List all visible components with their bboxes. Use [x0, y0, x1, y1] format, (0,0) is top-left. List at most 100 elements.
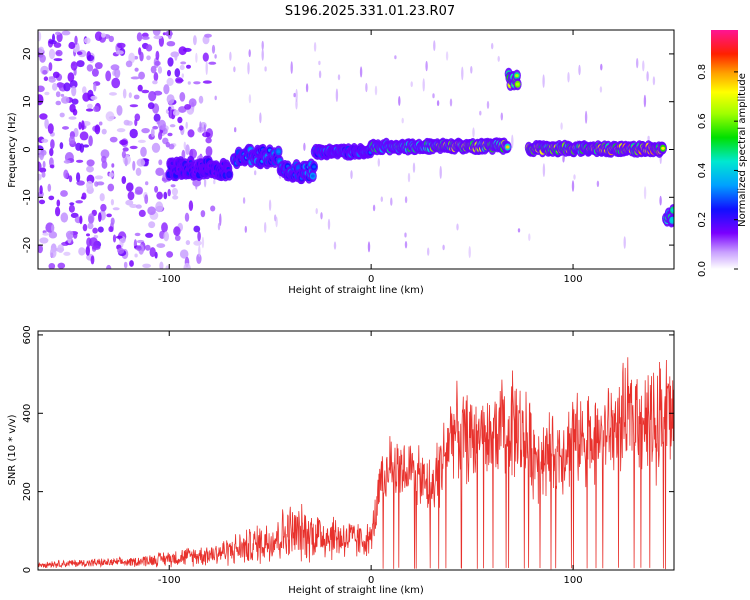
- x-tick-label: 0: [368, 575, 374, 586]
- spectrogram-cell: [94, 31, 103, 41]
- spectrogram-cell: [121, 176, 127, 184]
- spectrogram-cell: [133, 94, 140, 100]
- spectrogram-cell: [188, 200, 194, 211]
- spectrogram-cell: [184, 212, 190, 222]
- colorbar-tick-label: 0.2: [697, 212, 708, 228]
- spectrogram-cell: [367, 241, 371, 253]
- spectrogram-cell: [233, 66, 236, 73]
- spectrogram-cell: [163, 84, 170, 95]
- spectrogram-cell: [227, 173, 232, 177]
- y-tick-label: 400: [22, 404, 33, 423]
- spectrogram-cell: [177, 116, 183, 124]
- spectrogram-cell: [39, 113, 48, 120]
- spectrogram-cell: [407, 172, 411, 183]
- spectrogram-cell: [55, 100, 62, 106]
- spectrogram-cell: [82, 86, 87, 94]
- spectrogram-cell: [108, 35, 115, 43]
- spectrogram-cell: [136, 158, 146, 167]
- spectrogram-cell: [153, 72, 159, 82]
- spectrogram-cell: [62, 126, 69, 130]
- spectrogram-cell: [125, 60, 133, 68]
- spectrogram-cell: [208, 61, 217, 65]
- spectrogram-cell: [98, 121, 103, 126]
- spectrogram-cell: [76, 159, 84, 163]
- spectrogram-y-label: Frequency (Hz): [7, 112, 18, 188]
- spectrogram-cell: [108, 172, 115, 178]
- spectrogram-cell: [497, 55, 500, 62]
- spectrogram-cell: [643, 94, 647, 108]
- spectrogram-cell: [274, 214, 277, 222]
- spectrogram-cell: [68, 175, 73, 183]
- spectrogram-cell: [107, 183, 115, 192]
- spectrogram-cell: [127, 191, 135, 201]
- spectrogram-cell: [404, 232, 407, 238]
- spectrogram-cell: [63, 169, 69, 179]
- spectrogram-cell: [47, 183, 52, 192]
- spectrogram-cell: [139, 51, 144, 62]
- spectrogram-cell: [193, 225, 201, 233]
- spectrogram-cell: [96, 181, 105, 186]
- snr-panel: -100 0 100 0 200 400 600 Height of straight l…: [7, 325, 675, 596]
- x-tick-label: 0: [368, 274, 374, 285]
- spectrogram-cell: [52, 71, 60, 79]
- spectrogram-cell: [470, 66, 473, 74]
- spectrogram-cell: [311, 174, 315, 178]
- spectrogram-cell: [500, 112, 503, 121]
- y-tick-label: 200: [22, 482, 33, 501]
- spectrogram-cell: [148, 91, 157, 102]
- spectrogram-cell: [178, 46, 187, 56]
- spectrogram-cell: [132, 160, 136, 171]
- spectrogram-cell: [135, 167, 142, 176]
- spectrogram-cell: [195, 52, 198, 63]
- spectrogram-cell: [584, 110, 588, 124]
- colorbar-tick-label: 0.8: [697, 64, 708, 80]
- spectrogram-cell: [201, 236, 205, 249]
- spectrogram-cell: [87, 222, 94, 230]
- spectrogram-cell: [155, 50, 160, 61]
- spectrogram-cell: [599, 86, 603, 93]
- spectrogram-cell: [152, 125, 159, 130]
- spectrogram-cell: [136, 32, 143, 42]
- spectrogram-cell: [244, 225, 247, 233]
- spectrogram-cell: [167, 69, 171, 77]
- colorbar-gradient: [711, 30, 738, 269]
- spectrogram-cell: [92, 227, 98, 234]
- spectrogram-cell: [116, 128, 126, 133]
- y-tick-label: 0: [22, 567, 33, 573]
- snr-x-ticks: -100 0 100: [158, 331, 583, 586]
- spectrogram-cell: [205, 137, 212, 144]
- spectrogram-cell: [335, 88, 339, 102]
- spectrogram-cell: [134, 67, 139, 72]
- spectrogram-cell: [145, 44, 153, 52]
- spectrogram-cell: [398, 96, 401, 106]
- spectrogram-cell: [47, 123, 54, 134]
- spectrogram-cell: [76, 60, 85, 68]
- spectrogram-cell: [94, 62, 103, 70]
- spectrogram-cell: [203, 124, 206, 138]
- x-tick-label: 100: [564, 575, 583, 586]
- spectrogram-cell: [187, 81, 191, 85]
- spectrogram-cell: [87, 103, 93, 109]
- spectrogram-cell: [158, 131, 163, 140]
- spectrogram-cell: [44, 118, 49, 129]
- spectrogram-cell: [53, 42, 62, 48]
- spectrogram-cell: [86, 159, 95, 167]
- spectrogram-cell: [560, 122, 563, 130]
- spectrogram-cell: [57, 244, 64, 254]
- spectrogram-cell: [439, 165, 442, 179]
- spectrogram-cell: [38, 199, 46, 205]
- spectrogram-cell: [122, 147, 129, 152]
- spectrogram-cell: [51, 224, 55, 233]
- spectrogram-cell: [100, 203, 107, 212]
- spectrogram-cell: [75, 200, 83, 204]
- spectrogram-cell: [148, 221, 156, 229]
- spectrogram-cell: [76, 51, 83, 56]
- spectrogram-cell: [79, 131, 89, 141]
- spectrogram-cell: [109, 92, 117, 96]
- spectrogram-cell: [295, 98, 298, 110]
- spectrogram-cell: [166, 94, 175, 105]
- spectrogram-cell: [42, 160, 46, 169]
- spectrogram-cell: [117, 42, 126, 49]
- spectrogram-cell: [109, 136, 118, 143]
